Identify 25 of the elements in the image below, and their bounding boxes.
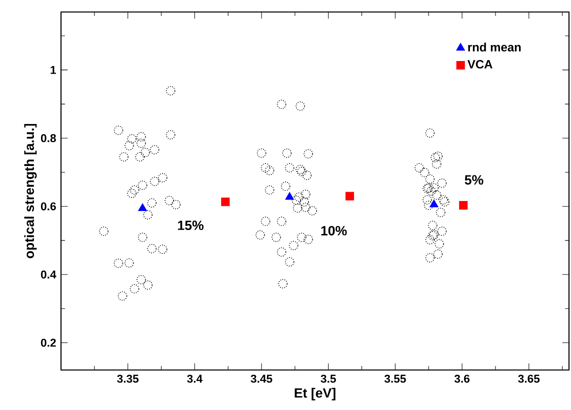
x-tick-label: 3.55: [384, 374, 406, 383]
point: [285, 192, 294, 200]
annotation: 10%: [321, 226, 347, 236]
y-tick-label: 0.8: [40, 134, 56, 142]
point: [138, 203, 147, 212]
x-tick-label: 3.45: [250, 374, 272, 383]
legend-label: VCA: [467, 60, 492, 69]
x-tick-label: 3.5: [320, 374, 336, 383]
annotation: 5%: [464, 175, 484, 185]
point: [459, 201, 468, 210]
x-axis-title: Et [eV]: [294, 388, 336, 400]
x-tick-label: 3.65: [518, 374, 540, 383]
point: [221, 198, 230, 206]
x-tick-label: 3.6: [454, 374, 470, 383]
x-tick-label: 3.4: [187, 374, 203, 383]
point: [430, 200, 438, 208]
point: [345, 192, 354, 200]
legend-label: rnd mean: [468, 42, 521, 52]
y-tick-label: 0.6: [40, 202, 56, 210]
y-tick-label: 1: [50, 66, 56, 74]
y-tick-label: 0.2: [40, 338, 56, 347]
annotation: 15%: [178, 220, 204, 230]
y-tick-label: 0.4: [40, 270, 56, 279]
y-axis-title: optical strength [a.u.]: [24, 124, 37, 258]
x-tick-label: 3.35: [117, 374, 139, 383]
